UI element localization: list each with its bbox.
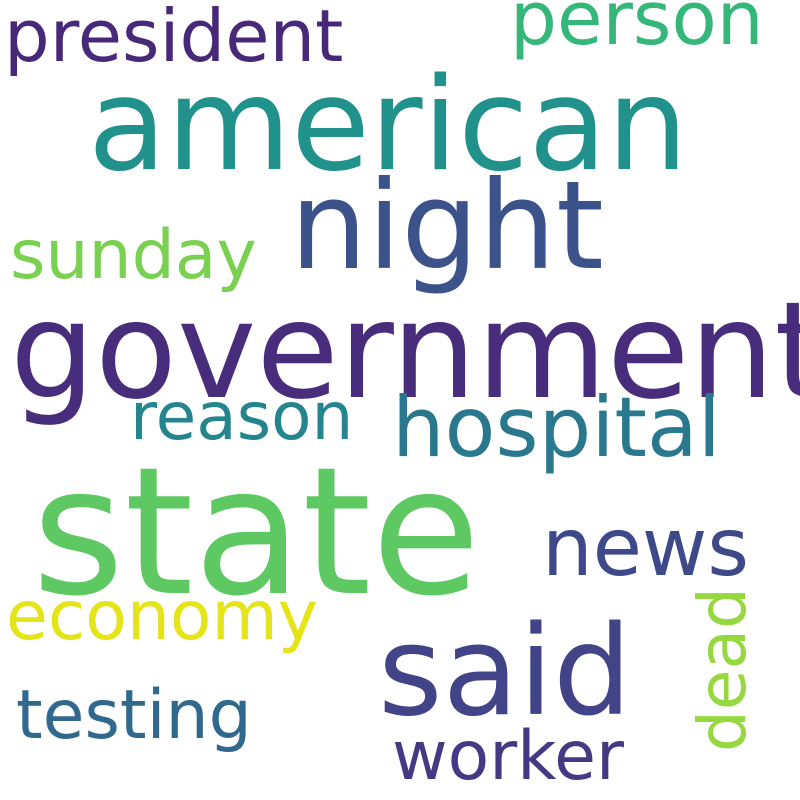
word-dead: dead xyxy=(684,587,761,752)
word-government: government xyxy=(10,273,800,429)
word-news: news xyxy=(542,501,750,594)
word-worker: worker xyxy=(392,717,624,796)
word-person: person xyxy=(510,0,764,62)
word-said: said xyxy=(378,600,632,744)
word-president: president xyxy=(4,0,344,78)
word-state: state xyxy=(32,429,481,635)
word-american: american xyxy=(88,51,688,200)
word-reason: reason xyxy=(130,378,354,455)
word-sunday: sunday xyxy=(10,216,257,295)
word-testing: testing xyxy=(16,676,252,755)
word-hospital: hospital xyxy=(392,379,721,476)
word-night: night xyxy=(290,155,604,297)
word-economy: economy xyxy=(6,577,319,656)
